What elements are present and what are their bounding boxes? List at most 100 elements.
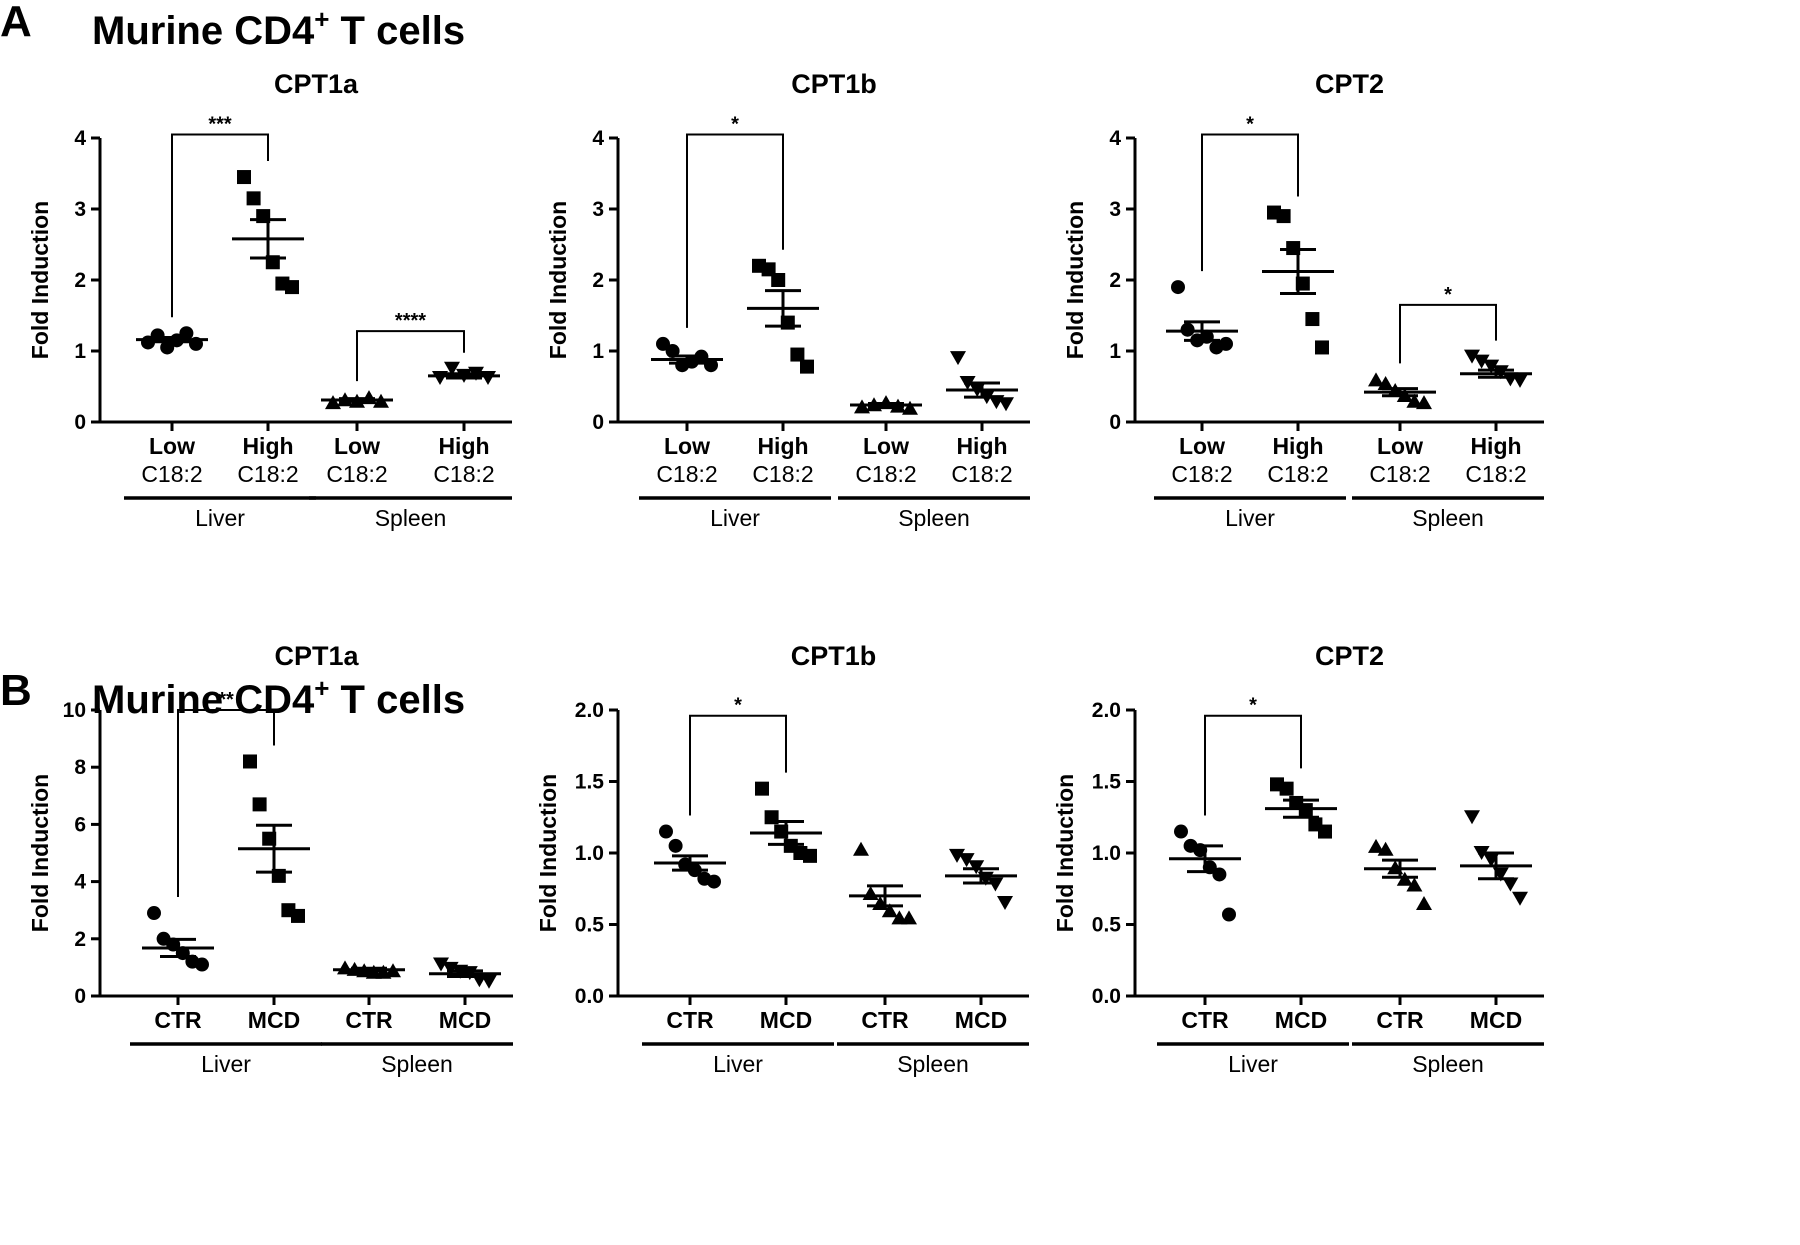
y-tick-label: 6 <box>74 813 86 836</box>
category-sublabel: C18:2 <box>752 461 813 487</box>
category-label: High <box>242 433 293 459</box>
y-tick-label: 2.0 <box>1092 699 1121 722</box>
chart-b-cpt1a: CPT1a 0 2 4 6 8 10 Fold Induction CTR MCD CTR MCD Li… <box>27 641 513 1077</box>
significance-bracket <box>1399 303 1497 364</box>
panel-title-b-main: Murine CD4 <box>92 678 315 722</box>
data-point <box>790 347 805 362</box>
significance-bracket <box>689 714 787 816</box>
group-label: Spleen <box>897 1051 969 1077</box>
panel-title-b-sup: + <box>314 673 329 703</box>
y-axis-label: Fold Induction <box>27 201 53 359</box>
data-point <box>1416 896 1432 911</box>
panel-title-a-main: Murine CD4 <box>92 9 315 53</box>
y-tick-label: 1.0 <box>575 842 604 865</box>
y-tick-label: 0.5 <box>575 914 605 937</box>
y-tick-label: 1 <box>592 340 604 363</box>
data-point <box>1174 824 1188 839</box>
category-sublabel: C18:2 <box>433 461 494 487</box>
significance-bracket <box>686 133 784 328</box>
panel-title-a-sup: + <box>314 4 329 34</box>
y-tick-label: 1.5 <box>575 771 605 794</box>
category-label: Low <box>149 433 195 459</box>
significance-label: * <box>1444 284 1452 306</box>
data-point <box>1483 359 1500 374</box>
panel-title-a: Murine CD4+ T cells <box>92 4 465 53</box>
category-label: CTR <box>1376 1007 1424 1033</box>
category-label: Low <box>1179 433 1225 459</box>
data-point <box>1377 375 1394 390</box>
data-point <box>1377 841 1394 856</box>
significance-label: * <box>731 113 739 135</box>
category-label: MCD <box>1275 1007 1327 1033</box>
significance-label: * <box>734 695 742 717</box>
y-tick-label: 0.5 <box>1092 914 1122 937</box>
chart-title: CPT2 <box>1315 69 1384 99</box>
data-point <box>1171 280 1185 295</box>
y-tick-label: 3 <box>1109 198 1121 221</box>
data-point <box>949 848 965 863</box>
category-label: Low <box>664 433 710 459</box>
panel-letter-a: A <box>0 0 32 46</box>
chart-title: CPT1b <box>791 641 877 671</box>
y-tick-label: 2.0 <box>575 699 604 722</box>
significance-label: *** <box>208 113 232 135</box>
category-label: MCD <box>760 1007 812 1033</box>
data-point <box>902 400 918 415</box>
data-point <box>803 848 817 863</box>
category-label: High <box>1470 433 1521 459</box>
data-point <box>432 370 448 385</box>
category-sublabel: C18:2 <box>326 461 387 487</box>
y-tick-label: 1 <box>74 340 86 363</box>
y-tick-label: 3 <box>592 198 604 221</box>
data-point <box>704 358 718 373</box>
chart-title: CPT1a <box>274 69 359 99</box>
data-point <box>291 908 305 923</box>
y-axis-label: Fold Induction <box>27 774 53 932</box>
category-label: CTR <box>861 1007 909 1033</box>
chart-b-cpt1b: CPT1b 0.0 0.5 1.0 1.5 2.0 Fold Induction CTR MCD… <box>535 641 1029 1077</box>
chart-title: CPT1b <box>791 69 877 99</box>
category-label: MCD <box>439 1007 491 1033</box>
data-point <box>252 797 267 812</box>
data-point <box>1406 877 1423 892</box>
chart-b-cpt2: CPT2 0.0 0.5 1.0 1.5 2.0 Fold Induction CTR MCD C… <box>1052 641 1544 1077</box>
y-tick-label: 4 <box>74 127 86 150</box>
y-tick-label: 10 <box>63 699 86 722</box>
significance-bracket <box>171 133 269 318</box>
data-point <box>950 351 966 366</box>
category-sublabel: C18:2 <box>855 461 916 487</box>
data-point <box>195 957 209 972</box>
data-point <box>1406 393 1423 408</box>
y-tick-label: 0.0 <box>1092 985 1121 1008</box>
data-point <box>761 262 776 277</box>
panel-title-a-rest: T cells <box>329 9 465 53</box>
significance-label: **** <box>395 310 426 332</box>
data-point <box>1512 891 1528 906</box>
data-point <box>246 191 261 206</box>
data-point <box>285 280 299 295</box>
data-point <box>1305 312 1320 327</box>
data-point <box>1279 781 1294 796</box>
data-point <box>755 781 769 796</box>
data-point <box>1464 810 1480 825</box>
data-point <box>800 359 814 374</box>
data-point <box>1318 824 1332 839</box>
category-sublabel: C18:2 <box>141 461 202 487</box>
y-tick-label: 0 <box>74 411 86 434</box>
group-label: Spleen <box>1412 1051 1484 1077</box>
category-label: High <box>438 433 489 459</box>
data-point <box>1464 349 1480 364</box>
data-point <box>853 841 869 856</box>
category-label: CTR <box>666 1007 714 1033</box>
significance-label: * <box>1246 113 1254 135</box>
data-point <box>771 273 786 287</box>
category-sublabel: C18:2 <box>237 461 298 487</box>
data-point <box>237 170 251 185</box>
category-sublabel: C18:2 <box>1171 461 1232 487</box>
y-axis-label: Fold Induction <box>545 201 571 359</box>
category-label: MCD <box>1470 1007 1522 1033</box>
